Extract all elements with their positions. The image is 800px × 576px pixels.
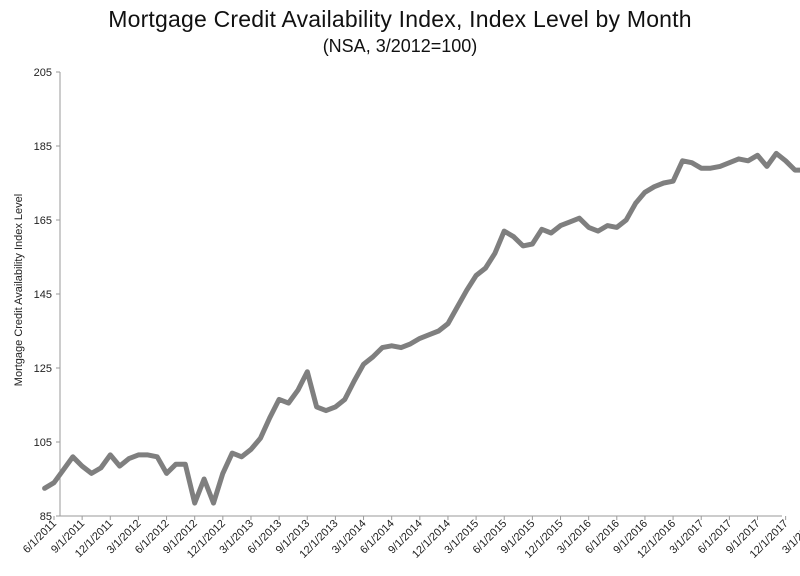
- y-tick-label: 85: [40, 511, 52, 523]
- y-axis-label: Mortgage Credit Availability Index Level: [13, 194, 25, 386]
- chart-subtitle: (NSA, 3/2012=100): [322, 36, 478, 56]
- y-tick-label: 185: [34, 141, 52, 153]
- x-axis-ticks: 6/1/20119/1/201112/1/20113/1/20126/1/201…: [21, 516, 800, 561]
- series-line: [42, 150, 800, 506]
- y-tick-label: 145: [34, 289, 52, 301]
- y-tick-label: 205: [34, 67, 52, 79]
- series-group: [42, 150, 800, 506]
- y-tick-label: 105: [34, 437, 52, 449]
- y-tick-label: 125: [34, 363, 52, 375]
- y-tick-label: 165: [34, 215, 52, 227]
- axes: [59, 72, 782, 517]
- chart-title: Mortgage Credit Availability Index, Inde…: [108, 6, 692, 32]
- y-axis-ticks: 85 105 125 145 165 185 205: [34, 67, 60, 523]
